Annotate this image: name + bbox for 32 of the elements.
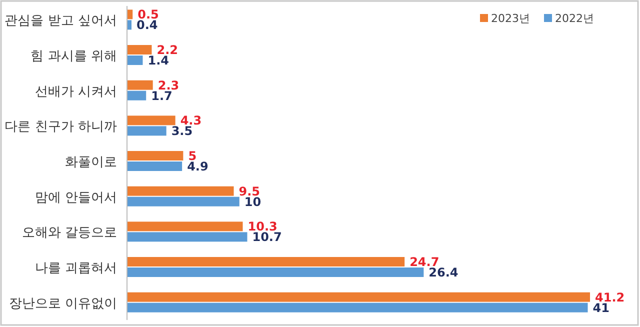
y-tick-label: 화풀이로 [65, 155, 117, 170]
bar [127, 151, 184, 160]
bar [127, 232, 248, 242]
y-tick-label: 다른 친구가 하니까 [4, 120, 117, 135]
y-tick-label: 맘에 안들어서 [34, 190, 117, 206]
y-tick-label: 힘 과시를 위해 [30, 49, 117, 64]
bar [127, 126, 166, 136]
bar [127, 196, 240, 206]
bar [127, 186, 234, 196]
y-tick-label: 선배가 시켜서 [34, 84, 117, 100]
legend-label: 2023년 [491, 12, 530, 25]
bar [127, 56, 143, 65]
y-tick-label: 나를 괴롭혀서 [34, 261, 117, 276]
bar [127, 45, 152, 54]
bar [127, 292, 590, 302]
legend-label: 2022년 [555, 12, 594, 25]
y-tick-label: 오해와 갈등으로 [22, 226, 117, 241]
data-label: 0.4 [136, 18, 158, 32]
data-label: 10.7 [252, 230, 282, 244]
bar [127, 268, 424, 277]
legend-item: 2022년 [544, 12, 594, 25]
bar [127, 257, 405, 266]
bar [127, 222, 243, 232]
bar [127, 80, 153, 90]
bar [127, 90, 146, 100]
y-tick-label: 관심을 받고 싶어서 [4, 14, 117, 29]
bar [127, 116, 176, 126]
bar [127, 162, 182, 171]
y-tick-label: 장난으로 이유없이 [8, 296, 117, 312]
bar [127, 302, 588, 312]
legend-item: 2023년 [480, 12, 530, 25]
data-label: 3.5 [171, 124, 193, 138]
